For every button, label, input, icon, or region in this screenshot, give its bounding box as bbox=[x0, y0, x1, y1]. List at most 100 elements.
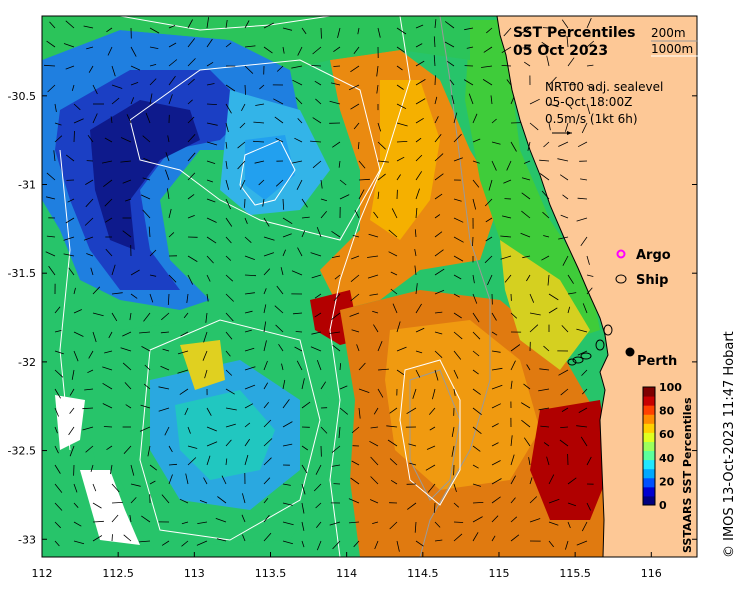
current-vector bbox=[427, 483, 436, 493]
current-vector bbox=[65, 20, 75, 29]
lat-tick-label: -33 bbox=[18, 533, 36, 546]
current-vector bbox=[580, 178, 588, 181]
current-vector bbox=[168, 274, 177, 283]
current-vector bbox=[434, 311, 443, 314]
current-vector bbox=[177, 350, 189, 355]
current-vector bbox=[46, 172, 56, 181]
current-vector bbox=[415, 98, 426, 105]
current-vector bbox=[415, 60, 425, 67]
current-vector bbox=[168, 59, 178, 67]
current-vector bbox=[451, 426, 455, 437]
current-vector bbox=[130, 97, 135, 105]
current-vector bbox=[453, 293, 460, 298]
current-vector bbox=[71, 369, 75, 380]
current-vector bbox=[282, 521, 294, 526]
current-vector bbox=[453, 312, 462, 319]
current-vector bbox=[122, 179, 132, 184]
current-vector bbox=[414, 229, 417, 238]
current-scale: 0.5m/s (1kt 6h) bbox=[545, 112, 638, 126]
colorbar-segment bbox=[643, 414, 655, 424]
current-vector bbox=[295, 331, 303, 333]
current-vector bbox=[510, 96, 515, 105]
current-vector bbox=[225, 255, 232, 261]
current-vector bbox=[415, 350, 423, 354]
current-vector bbox=[396, 141, 408, 143]
contour-legend: 200m 1000m bbox=[651, 26, 698, 57]
map-title: SST Percentiles bbox=[513, 25, 636, 41]
current-vector bbox=[73, 331, 84, 337]
current-vector bbox=[543, 345, 550, 352]
current-vector bbox=[415, 283, 418, 295]
current-vector bbox=[120, 137, 132, 143]
current-vector bbox=[331, 464, 341, 467]
current-vector bbox=[353, 46, 360, 54]
current-vector bbox=[141, 515, 151, 523]
current-vector bbox=[586, 84, 595, 90]
current-vector bbox=[149, 27, 160, 34]
current-vector bbox=[92, 535, 103, 542]
current-vector bbox=[130, 65, 141, 71]
current-vector bbox=[434, 134, 442, 143]
current-vector bbox=[557, 158, 569, 162]
current-vector bbox=[433, 502, 436, 513]
current-vector bbox=[65, 154, 75, 162]
current-vector bbox=[372, 310, 379, 314]
current-vector bbox=[390, 288, 398, 295]
current-vector bbox=[47, 84, 56, 93]
current-vector bbox=[82, 407, 94, 410]
current-vector bbox=[453, 369, 459, 379]
current-vector bbox=[491, 423, 499, 428]
current-vector bbox=[314, 312, 322, 318]
current-vector bbox=[147, 445, 151, 457]
current-vector bbox=[333, 65, 341, 67]
current-vector bbox=[562, 194, 569, 200]
current-vector bbox=[90, 267, 94, 276]
current-vector bbox=[177, 369, 189, 374]
current-vector bbox=[453, 483, 457, 493]
contour-200m-label: 200m bbox=[651, 26, 686, 40]
current-vector bbox=[282, 249, 286, 257]
current-vector bbox=[206, 103, 217, 105]
current-vector bbox=[225, 331, 233, 340]
current-vector bbox=[63, 236, 75, 241]
current-vector bbox=[559, 174, 569, 181]
current-vector bbox=[396, 369, 405, 376]
current-vector bbox=[504, 274, 512, 283]
current-vector bbox=[392, 303, 398, 314]
current-vector bbox=[301, 521, 305, 531]
current-vector bbox=[73, 287, 76, 295]
current-vector bbox=[73, 130, 75, 143]
current-vector bbox=[165, 152, 170, 162]
colorbar-segment bbox=[643, 387, 655, 397]
current-vector bbox=[434, 153, 444, 162]
current-vector bbox=[546, 456, 550, 466]
current-vector bbox=[330, 82, 341, 86]
current-vector bbox=[396, 321, 401, 333]
current-vector bbox=[586, 64, 594, 67]
current-vector bbox=[184, 407, 189, 416]
current-vector bbox=[521, 192, 531, 200]
current-vector bbox=[242, 534, 246, 542]
current-vector bbox=[301, 445, 309, 451]
current-vector bbox=[358, 178, 370, 181]
current-vector bbox=[104, 137, 113, 143]
current-vector bbox=[472, 407, 482, 416]
current-vector bbox=[567, 84, 577, 86]
current-vector bbox=[415, 207, 418, 219]
current-vector bbox=[111, 97, 120, 105]
current-vector bbox=[369, 293, 379, 296]
current-vector bbox=[349, 312, 360, 317]
current-vector bbox=[350, 274, 360, 283]
current-vector bbox=[472, 350, 480, 357]
current-vector bbox=[576, 425, 588, 428]
current-vector bbox=[187, 172, 196, 181]
current-vector bbox=[434, 231, 443, 238]
current-vector bbox=[149, 78, 157, 86]
current-vector bbox=[206, 293, 209, 302]
lat-tick-label: -32.5 bbox=[8, 445, 36, 458]
current-vector bbox=[313, 483, 322, 492]
lat-tick-label: -30.5 bbox=[8, 90, 36, 103]
current-vector bbox=[71, 84, 75, 92]
current-vector bbox=[244, 329, 252, 333]
current-vector bbox=[244, 236, 252, 243]
